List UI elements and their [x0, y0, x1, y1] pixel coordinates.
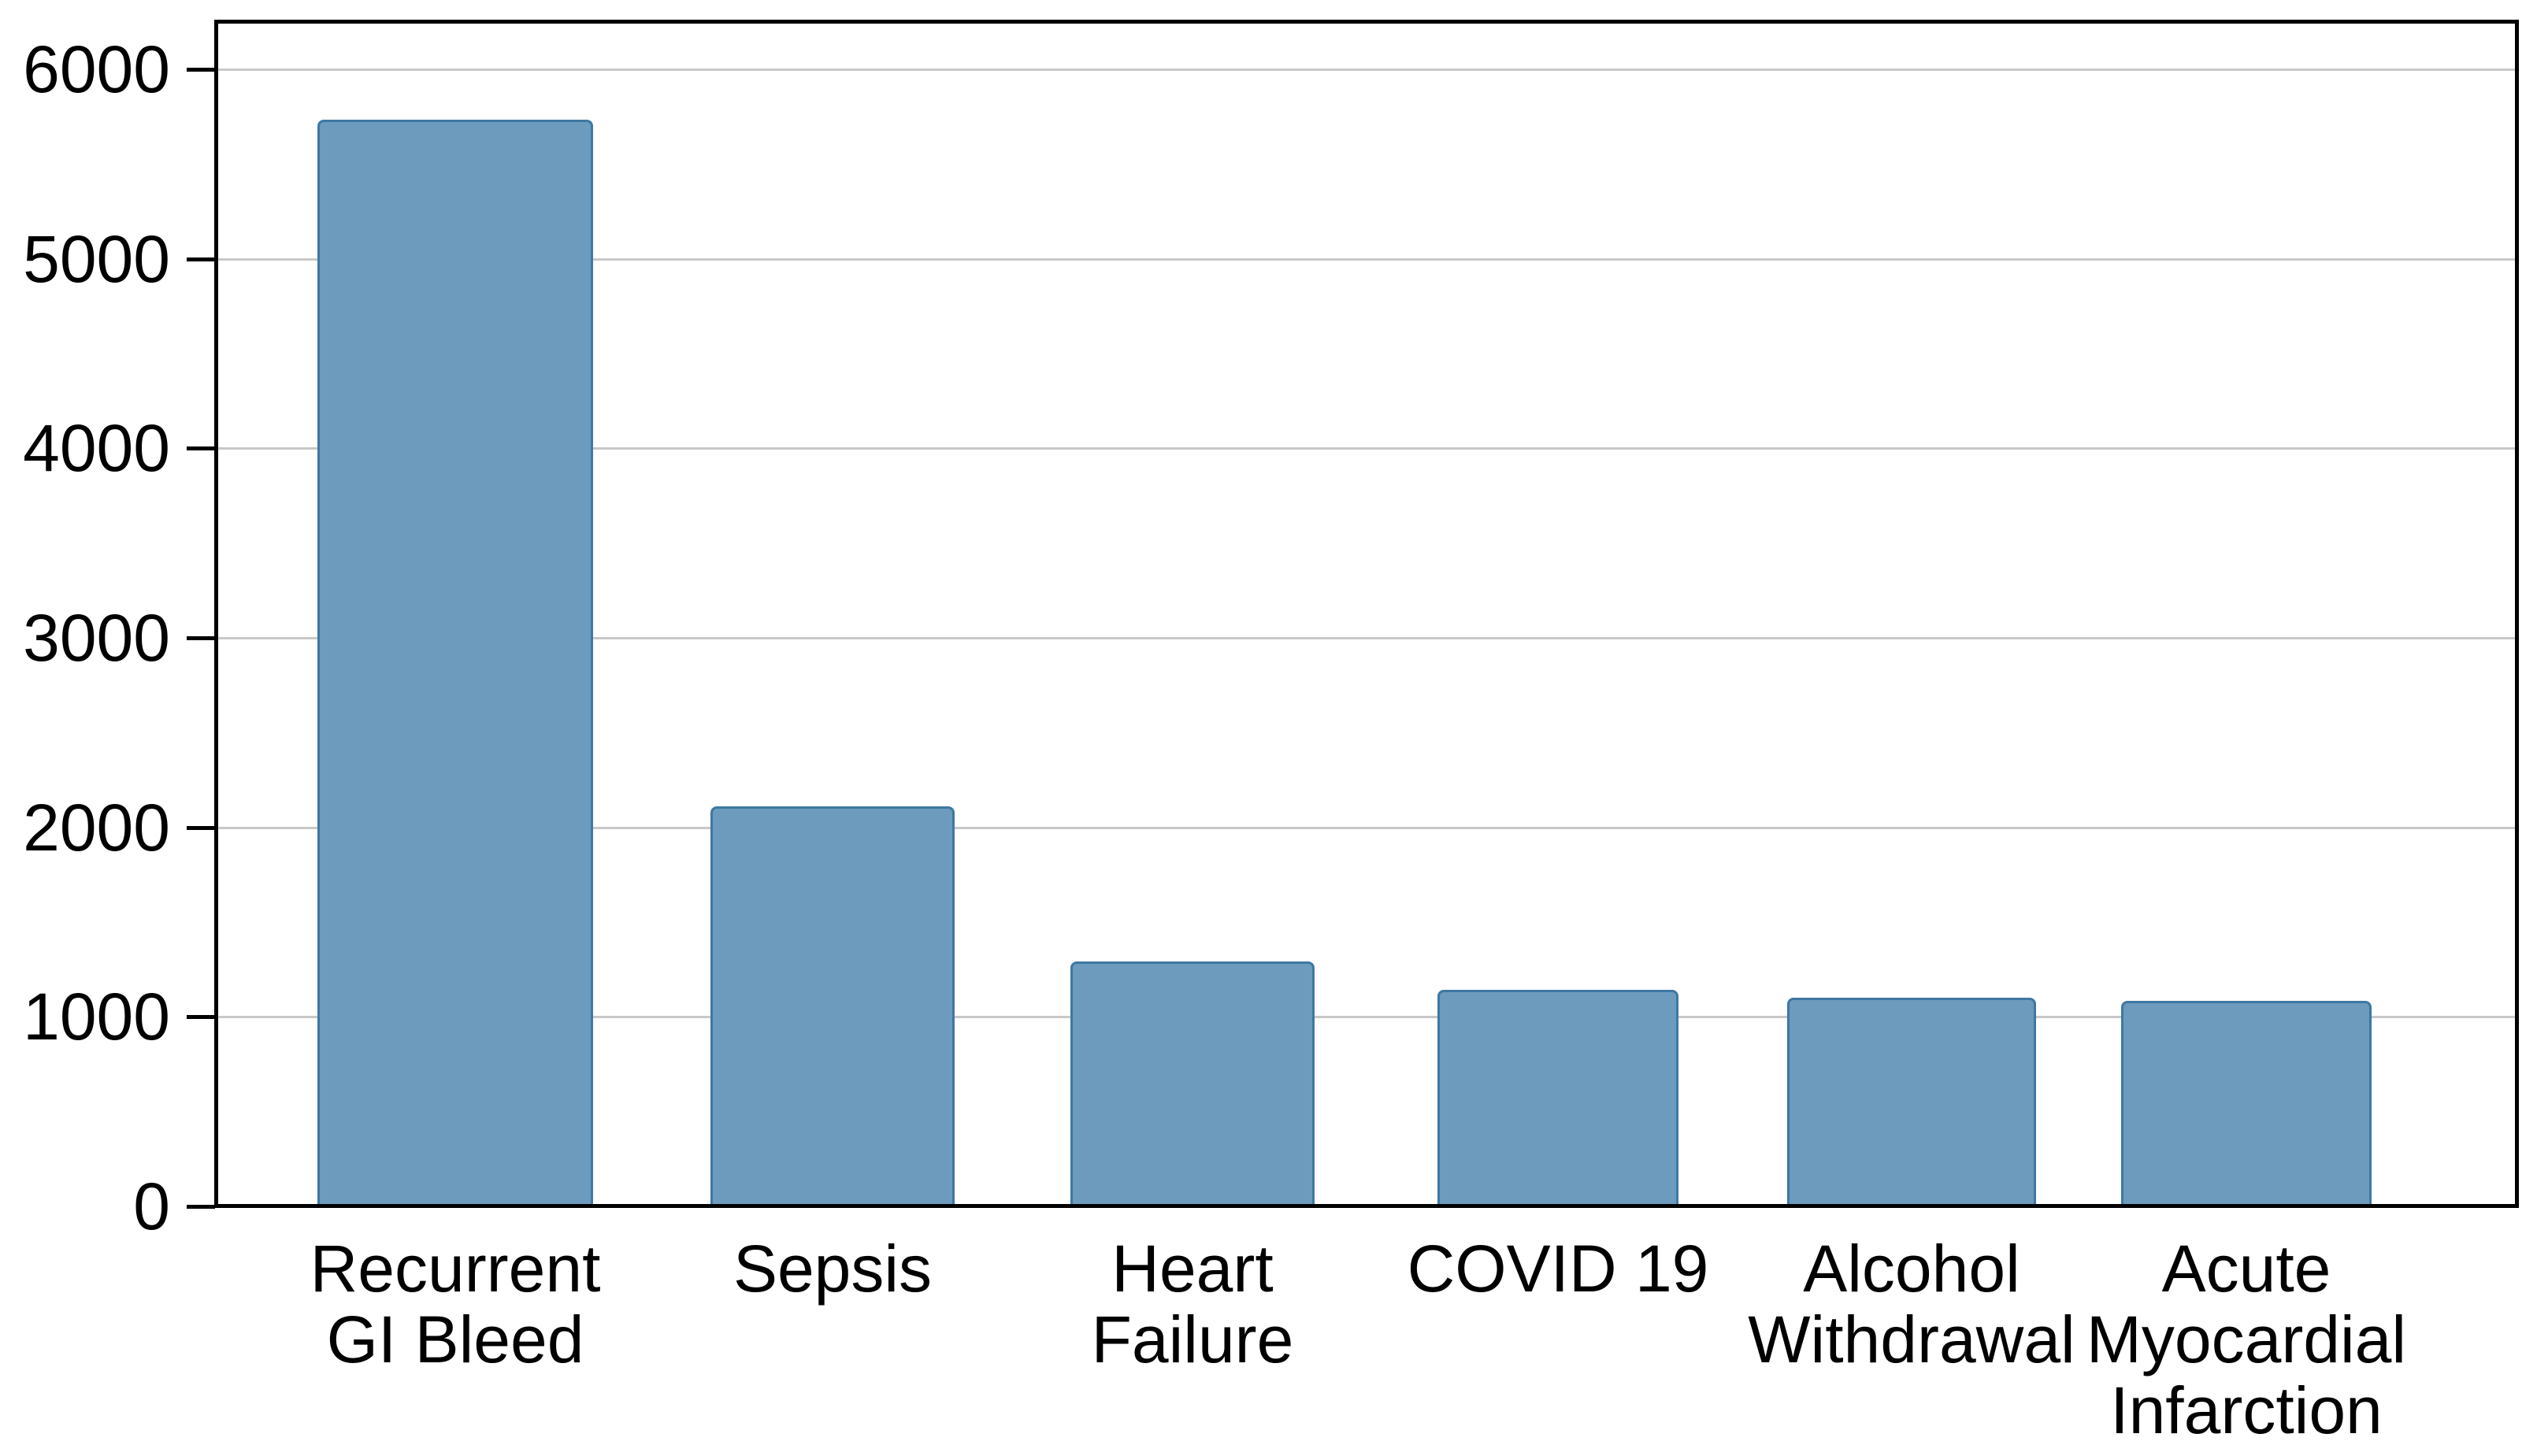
x-category-label-3: Heart Failure [1091, 1232, 1294, 1376]
y-tick-4000 [187, 446, 215, 451]
y-tick-label-1000: 1000 [23, 980, 170, 1054]
x-category-label-6: Acute Myocardial Infarction [2086, 1232, 2407, 1447]
y-tick-label-6000: 6000 [23, 31, 170, 106]
gridline-1000 [218, 1016, 2515, 1019]
bar-acute-myocardial-infarction [2121, 1001, 2372, 1204]
bar-heart-failure [1070, 961, 1315, 1204]
x-category-label-2: Sepsis [733, 1232, 933, 1306]
gridline-6000 [218, 68, 2515, 71]
x-category-label-1: Recurrent GI Bleed [310, 1232, 601, 1376]
y-tick-label-5000: 5000 [23, 221, 170, 296]
gridline-5000 [218, 257, 2515, 261]
y-tick-label-3000: 3000 [23, 600, 170, 675]
gridline-2000 [218, 826, 2515, 829]
plot-inner [218, 24, 2515, 1204]
y-tick-2000 [187, 825, 215, 830]
y-tick-label-2000: 2000 [23, 790, 170, 865]
bar-covid-19 [1437, 990, 1678, 1204]
y-tick-5000 [187, 257, 215, 261]
bar-alcohol-withdrawal [1787, 998, 2036, 1204]
x-category-label-4: COVID 19 [1407, 1232, 1709, 1306]
y-tick-3000 [187, 635, 215, 640]
y-tick-1000 [187, 1015, 215, 1020]
y-tick-label-0: 0 [133, 1169, 170, 1243]
gridline-3000 [218, 636, 2515, 639]
y-tick-label-4000: 4000 [23, 411, 170, 486]
bar-sepsis [710, 806, 955, 1204]
y-tick-6000 [187, 67, 215, 72]
plot-area [214, 20, 2519, 1208]
x-category-label-5: Alcohol Withdrawal [1748, 1232, 2075, 1376]
bar-recurrent-gi-bleed [317, 120, 593, 1204]
y-tick-0 [187, 1205, 215, 1209]
gridline-4000 [218, 447, 2515, 450]
